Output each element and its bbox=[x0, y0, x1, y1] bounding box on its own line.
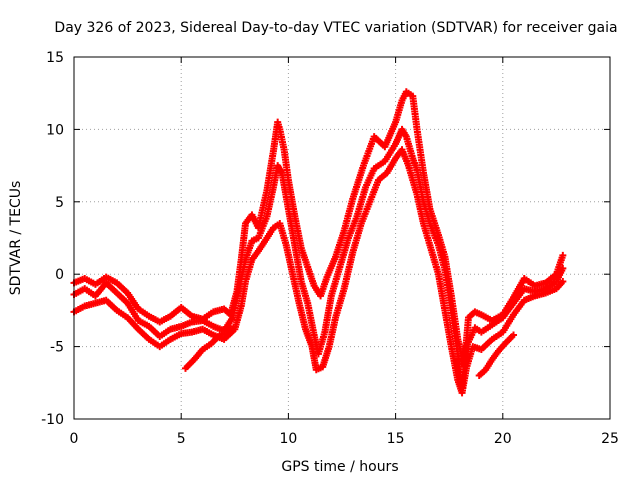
tick-labels: 0 5 10 15 20 25 -10 -5 0 5 10 15 bbox=[41, 50, 619, 447]
y-tick-label: 5 bbox=[55, 195, 64, 211]
series-branch-a bbox=[181, 322, 235, 372]
axis-ticks bbox=[73, 56, 611, 420]
x-tick-label: 25 bbox=[601, 431, 619, 447]
data-points bbox=[70, 88, 567, 397]
x-tick-label: 5 bbox=[177, 431, 186, 447]
series-band-lower bbox=[70, 146, 567, 397]
plot-frame bbox=[73, 56, 611, 420]
y-tick-label: -10 bbox=[41, 412, 64, 428]
data-point bbox=[559, 251, 567, 259]
y-tick-label: 15 bbox=[46, 50, 64, 66]
x-tick-label: 20 bbox=[494, 431, 512, 447]
y-tick-label: 10 bbox=[46, 122, 64, 138]
x-tick-label: 15 bbox=[387, 431, 405, 447]
data-point bbox=[559, 277, 567, 285]
x-tick-label: 0 bbox=[70, 431, 79, 447]
y-tick-label: 0 bbox=[55, 267, 64, 283]
data-point bbox=[510, 331, 518, 339]
x-tick-label: 10 bbox=[279, 431, 297, 447]
chart-title: Day 326 of 2023, Sidereal Day-to-day VTE… bbox=[54, 20, 617, 36]
y-axis-label: SDTVAR / TECUs bbox=[8, 181, 24, 296]
y-tick-label: -5 bbox=[50, 340, 64, 356]
x-axis-label: GPS time / hours bbox=[281, 459, 398, 475]
series-band-middle bbox=[70, 125, 567, 391]
series-branch-b bbox=[475, 331, 518, 380]
data-point bbox=[227, 322, 235, 330]
grid-lines bbox=[74, 57, 610, 419]
data-point bbox=[559, 264, 567, 272]
